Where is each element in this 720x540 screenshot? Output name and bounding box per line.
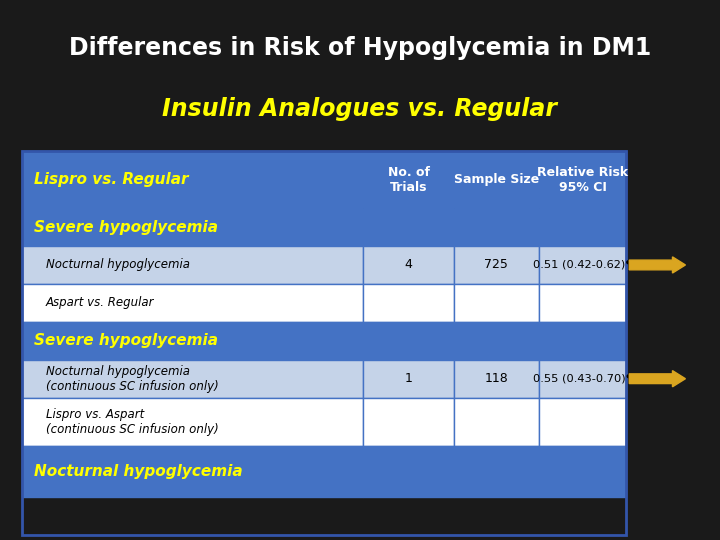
Bar — [22, 284, 364, 322]
Text: Insulin Analogues vs. Regular: Insulin Analogues vs. Regular — [163, 97, 557, 121]
Text: 1: 1 — [405, 372, 413, 385]
Text: Sample Size: Sample Size — [454, 173, 539, 186]
Bar — [22, 208, 364, 246]
Bar — [22, 322, 364, 360]
Bar — [454, 446, 539, 497]
Bar — [364, 208, 454, 246]
Bar — [539, 322, 626, 360]
Bar — [364, 151, 454, 208]
Bar — [454, 151, 539, 208]
Text: 4: 4 — [405, 259, 413, 272]
Bar — [539, 446, 626, 497]
Text: 118: 118 — [485, 372, 508, 385]
Bar — [364, 360, 454, 397]
Bar — [22, 246, 364, 284]
Bar — [22, 151, 364, 208]
Bar — [454, 208, 539, 246]
Text: Nocturnal hypoglycemia: Nocturnal hypoglycemia — [46, 259, 190, 272]
Bar — [22, 360, 364, 397]
Text: Aspart vs. Regular: Aspart vs. Regular — [46, 296, 154, 309]
Text: Lispro vs. Regular: Lispro vs. Regular — [34, 172, 188, 187]
Bar — [539, 208, 626, 246]
Bar — [539, 360, 626, 397]
Bar — [364, 284, 454, 322]
Text: Lispro vs. Aspart
(continuous SC infusion only): Lispro vs. Aspart (continuous SC infusio… — [46, 408, 219, 436]
Bar — [22, 446, 364, 497]
Bar — [454, 397, 539, 446]
Bar — [539, 284, 626, 322]
Text: Nocturnal hypoglycemia: Nocturnal hypoglycemia — [34, 464, 243, 479]
Bar — [454, 246, 539, 284]
Bar — [454, 284, 539, 322]
Bar — [364, 446, 454, 497]
Text: No. of
Trials: No. of Trials — [387, 166, 430, 194]
Bar — [539, 397, 626, 446]
Bar — [539, 246, 626, 284]
Bar — [364, 246, 454, 284]
Text: 0.55 (0.43-0.70)¶: 0.55 (0.43-0.70)¶ — [533, 374, 632, 384]
Text: Differences in Risk of Hypoglycemia in DM1: Differences in Risk of Hypoglycemia in D… — [69, 36, 651, 60]
Text: Nocturnal hypoglycemia
(continuous SC infusion only): Nocturnal hypoglycemia (continuous SC in… — [46, 364, 219, 393]
Bar — [22, 397, 364, 446]
Bar — [454, 360, 539, 397]
Bar — [364, 322, 454, 360]
Text: 725: 725 — [485, 259, 508, 272]
Bar — [539, 151, 626, 208]
Bar — [454, 322, 539, 360]
Text: Relative Risk
95% CI: Relative Risk 95% CI — [537, 166, 628, 194]
Text: 0.51 (0.42-0.62)¶: 0.51 (0.42-0.62)¶ — [533, 260, 632, 270]
Text: Severe hypoglycemia: Severe hypoglycemia — [34, 220, 217, 234]
Bar — [364, 397, 454, 446]
Text: Severe hypoglycemia: Severe hypoglycemia — [34, 333, 217, 348]
